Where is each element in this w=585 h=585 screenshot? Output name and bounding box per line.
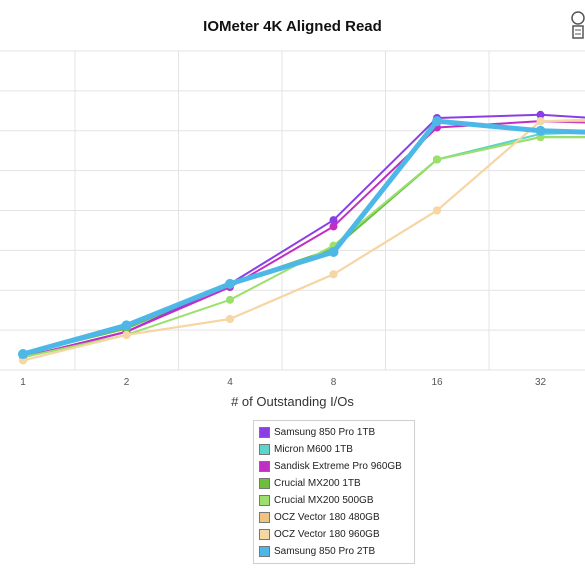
legend-item: Crucial MX200 1TB (254, 475, 414, 492)
series-line (22, 131, 585, 356)
data-point (329, 222, 338, 231)
x-axis-title: # of Outstanding I/Os (231, 394, 354, 409)
x-tick-label: 4 (227, 377, 233, 388)
legend-item: Samsung 850 Pro 1TB (254, 424, 414, 441)
legend-swatch (259, 478, 270, 489)
data-point (122, 330, 131, 339)
grid (0, 50, 585, 371)
legend-item: Sandisk Extreme Pro 960GB (254, 458, 414, 475)
legend-swatch (259, 512, 270, 523)
series-4 (19, 133, 585, 362)
legend-label: Crucial MX200 1TB (274, 478, 361, 489)
legend-label: Crucial MX200 500GB (274, 495, 374, 506)
data-point (226, 314, 234, 323)
x-tick-label: 2 (124, 377, 130, 388)
data-point (18, 349, 28, 360)
series-line (22, 113, 585, 359)
legend-label: Samsung 850 Pro 1TB (274, 427, 376, 438)
legend-label: OCZ Vector 180 480GB (274, 512, 380, 523)
legend-swatch (259, 427, 270, 438)
series-7 (18, 116, 585, 360)
legend: Samsung 850 Pro 1TB Micron M600 1TB Sandis… (253, 420, 415, 564)
series-6 (19, 117, 585, 365)
site-logo-icon (571, 11, 585, 39)
x-tick-label: 8 (331, 377, 337, 388)
legend-swatch (259, 495, 270, 506)
legend-swatch (259, 461, 270, 472)
data-point (432, 116, 442, 127)
data-point (225, 278, 235, 289)
data-point (433, 206, 441, 215)
legend-item: Micron M600 1TB (254, 441, 414, 458)
data-point (226, 295, 234, 304)
x-tick-label: 32 (535, 377, 547, 388)
legend-swatch (259, 529, 270, 540)
x-tick-label: 1 (20, 377, 26, 388)
legend-label: Sandisk Extreme Pro 960GB (274, 461, 402, 472)
plot-area: 1248163264 (0, 50, 585, 388)
data-point (121, 320, 132, 331)
legend-swatch (259, 546, 270, 557)
legend-item: OCZ Vector 180 480GB (254, 509, 414, 526)
data-point (536, 110, 545, 119)
legend-swatch (259, 444, 270, 455)
data-point (536, 117, 545, 126)
series-line (22, 120, 585, 362)
data-point (328, 246, 339, 257)
legend-item: OCZ Vector 180 960GB (254, 526, 414, 543)
series-1 (19, 129, 585, 359)
data-point (433, 155, 441, 164)
legend-label: Micron M600 1TB (274, 444, 353, 455)
legend-item: Samsung 850 Pro 2TB (254, 543, 414, 560)
x-tick-label: 16 (431, 377, 443, 388)
series-5 (19, 117, 585, 365)
legend-label: Samsung 850 Pro 2TB (274, 546, 376, 557)
legend-label: OCZ Vector 180 960GB (274, 529, 380, 540)
data-point (535, 125, 546, 136)
series-0 (19, 110, 585, 362)
series-line (22, 136, 585, 356)
chart-title: IOMeter 4K Aligned Read (203, 18, 382, 35)
legend-item: Crucial MX200 500GB (254, 492, 414, 509)
data-point (329, 216, 338, 225)
data-point (329, 270, 338, 279)
